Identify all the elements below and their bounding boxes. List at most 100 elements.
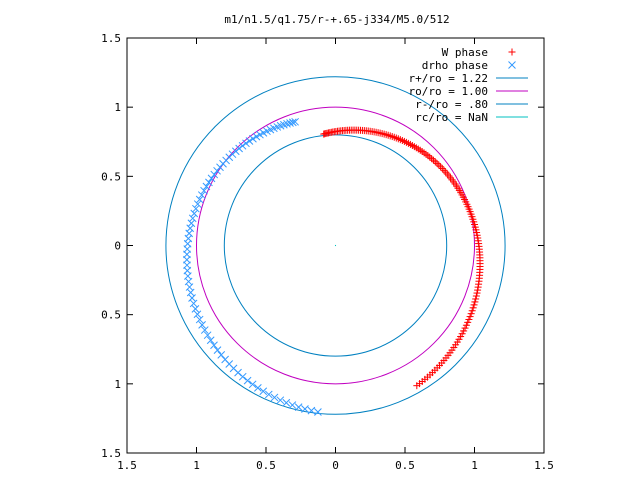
w-phase-point [474,283,482,291]
drho-phase-point [193,310,202,319]
drho-phase-point [198,320,206,329]
w-phase-point [429,156,437,164]
y-tick-label: 0.5 [101,309,121,322]
w-phase-point [472,295,480,303]
drho-phase-point [189,299,198,308]
x-tick-label: 0.5 [256,459,276,472]
drho-phase-point [243,376,252,385]
drho-phase-point [203,331,212,340]
w-phase-point [461,324,469,332]
x-tick-label: 0 [332,459,339,472]
drho-phase-point [252,132,261,141]
drho-phase-point [276,396,285,405]
w-phase-point [466,313,474,321]
w-phase-point [469,304,477,312]
w-phase-point [438,165,446,173]
w-phase-point [433,159,441,167]
w-phase-point [471,298,479,306]
drho-phase-point [249,134,257,143]
y-tick-label: 1.5 [101,447,121,460]
drho-phase-point [238,141,247,150]
drho-phase-point [270,393,279,402]
w-phase-point [467,310,475,318]
drho-phase-point [195,315,204,324]
w-phase-point [473,289,481,297]
drho-phase-point [200,326,209,334]
w-phase-point [435,161,443,169]
drho-phase-point [307,406,316,415]
drho-phase-point [288,118,297,127]
drho-phase-point [188,214,197,223]
w-phase-point [465,315,473,323]
drho-phase-point [248,380,257,389]
axis-ticks: 1.5 1 0.5 0 0.5 1 1.51.510.500.511.5 [101,32,554,472]
legend-label: r-/ro = .80 [415,98,488,111]
drho-phase-point [213,166,221,175]
x-tick-label: 1.5 [534,459,554,472]
w-phase-point [462,321,470,329]
drho-phase-point [202,182,211,191]
w-phase-point [431,158,439,166]
drho-phase-point [286,119,294,127]
drho-phase-point [190,209,199,218]
legend-label: W phase [442,46,488,59]
drho-phase-point [217,350,226,359]
w-phase-point [464,318,472,326]
y-tick-label: 1 [114,378,121,391]
x-tick-label: 1.5 [117,459,137,472]
drho-phase-point [192,204,200,213]
drho-phase-point [264,390,273,399]
w-phase-point [413,382,421,390]
data-points [183,117,484,416]
drho-phase-point [256,130,264,139]
drho-phase-point [282,398,291,407]
drho-phase-point [294,403,303,411]
legend-label: r+/ro = 1.22 [409,72,488,85]
drho-phase-point [291,117,299,126]
drho-phase-point [200,186,208,195]
drho-phase-point [197,191,206,199]
legend-marker [508,61,516,69]
legend-label: ro/ro = 1.00 [409,85,488,98]
drho-phase-point [210,170,219,179]
circle-rc [334,244,337,247]
drho-phase-point [210,341,218,350]
reference-circle [165,76,506,415]
w-phase-point [474,286,482,294]
chart-title: m1/n1.5/q1.75/r-+.65-j334/M5.0/512 [224,13,449,26]
legend-label: drho phase [422,59,488,72]
drho-phase-point [259,387,268,396]
reference-circle [196,106,475,385]
y-tick-label: 1 [114,101,121,114]
drho-phase-point [301,405,309,413]
w-phase-point [468,307,476,315]
drho-phase-point [288,401,297,409]
w-phase-point [437,163,445,171]
drho-phase-point [242,139,250,148]
w-phase-point [472,292,480,300]
x-tick-label: 1 [193,459,200,472]
drho-phase-point [314,408,322,416]
drho-phase-point [245,137,254,145]
drho-phase-point [188,294,196,302]
drho-phase-point [206,336,215,345]
drho-phase-point [254,384,262,392]
x-tick-label: 1 [471,459,478,472]
y-tick-label: 0 [114,240,121,253]
w-phase-point [470,301,478,309]
drho-phase-point [238,372,247,381]
y-tick-label: 1.5 [101,32,121,45]
x-tick-label: 0.5 [395,459,415,472]
y-tick-label: 0.5 [101,170,121,183]
drho-phase-point [191,304,200,313]
drho-phase-point [187,219,196,228]
drho-phase-point [213,346,222,354]
legend-label: rc/ro = NaN [415,111,488,124]
drho-phase-point [205,178,213,187]
legend-marker [508,48,516,56]
drho-phase-point [207,174,216,183]
drho-phase-point [193,200,202,208]
